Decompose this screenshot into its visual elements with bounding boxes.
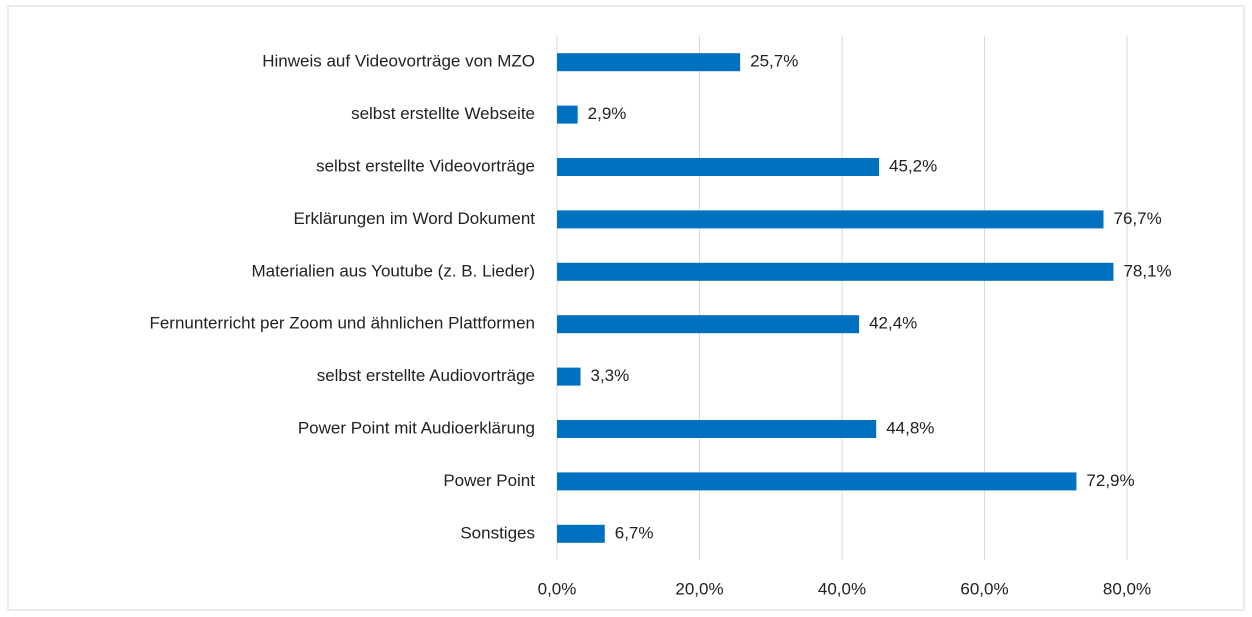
y-tick-label: Materialien aus Youtube (z. B. Lieder)	[251, 261, 535, 280]
bar	[557, 315, 860, 334]
y-tick-label: Power Point	[443, 471, 535, 490]
bar	[557, 105, 578, 124]
data-label: 72,9%	[1086, 471, 1134, 490]
bar	[557, 367, 581, 386]
data-label: 42,4%	[869, 314, 917, 333]
x-tick-label: 40,0%	[818, 579, 866, 598]
bar	[557, 262, 1114, 281]
data-label: 3,3%	[591, 366, 630, 385]
x-tick-label: 20,0%	[675, 579, 723, 598]
data-label: 6,7%	[615, 523, 654, 542]
y-tick-label: Fernunterricht per Zoom und ähnlichen Pl…	[149, 314, 535, 333]
x-tick-label: 60,0%	[960, 579, 1008, 598]
data-label: 25,7%	[750, 52, 798, 71]
bar	[557, 524, 605, 543]
data-label: 45,2%	[889, 156, 937, 175]
y-tick-label: selbst erstellte Webseite	[351, 104, 535, 123]
y-tick-label: Hinweis auf Videovorträge von MZO	[262, 52, 535, 71]
chart-border	[7, 5, 1245, 611]
y-tick-label: selbst erstellte Videovorträge	[316, 156, 535, 175]
data-label: 44,8%	[886, 418, 934, 437]
data-label: 78,1%	[1123, 261, 1171, 280]
x-tick-label: 0,0%	[538, 579, 577, 598]
y-tick-label: Power Point mit Audioerklärung	[298, 418, 535, 437]
bar	[557, 210, 1104, 229]
y-tick-label: Sonstiges	[460, 523, 535, 542]
bar	[557, 420, 877, 438]
data-label: 2,9%	[588, 104, 627, 123]
y-tick-label: selbst erstellte Audiovorträge	[317, 366, 535, 385]
bar	[557, 472, 1077, 491]
x-tick-label: 80,0%	[1103, 579, 1151, 598]
bar	[557, 158, 880, 176]
data-label: 76,7%	[1113, 209, 1161, 228]
bar	[557, 53, 741, 72]
y-tick-label: Erklärungen im Word Dokument	[293, 209, 535, 228]
